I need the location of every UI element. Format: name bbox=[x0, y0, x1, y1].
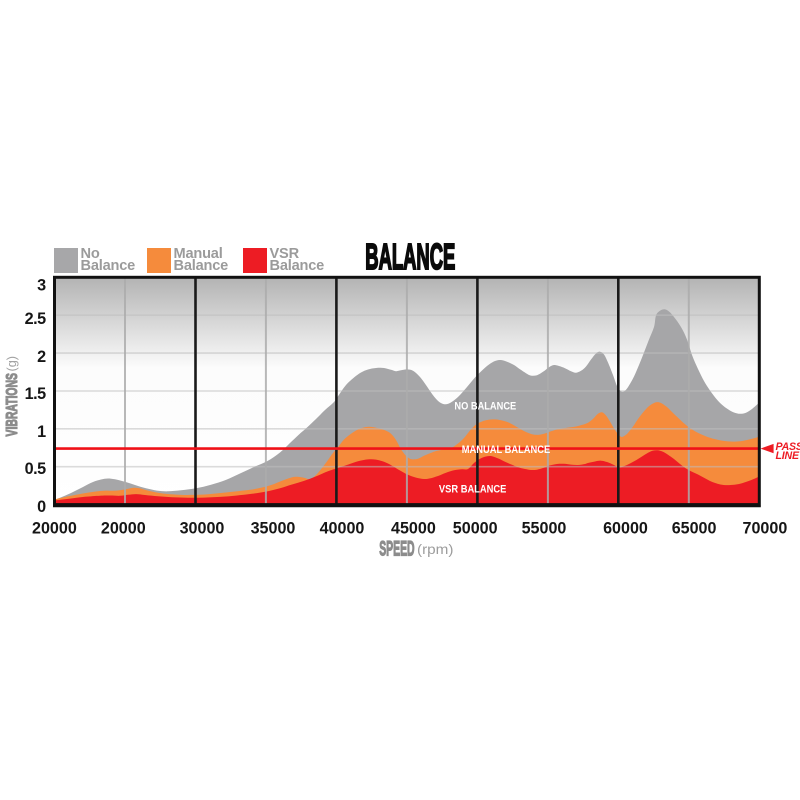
svg-text:NO BALANCE: NO BALANCE bbox=[454, 401, 516, 413]
svg-text:MANUAL BALANCE: MANUAL BALANCE bbox=[462, 444, 551, 456]
svg-text:55000: 55000 bbox=[522, 518, 567, 537]
svg-text:65000: 65000 bbox=[672, 518, 717, 537]
svg-text:20000: 20000 bbox=[32, 518, 77, 537]
svg-text:45000: 45000 bbox=[391, 518, 436, 537]
svg-text:1: 1 bbox=[37, 423, 46, 441]
svg-text:50000: 50000 bbox=[453, 518, 498, 537]
svg-text:1.5: 1.5 bbox=[25, 385, 47, 403]
svg-text:0: 0 bbox=[37, 498, 46, 516]
svg-text:(rpm): (rpm) bbox=[417, 542, 454, 557]
svg-text:60000: 60000 bbox=[603, 518, 648, 537]
svg-text:30000: 30000 bbox=[180, 518, 225, 537]
svg-text:20000: 20000 bbox=[101, 518, 146, 537]
svg-text:2: 2 bbox=[37, 348, 46, 366]
svg-text:35000: 35000 bbox=[251, 518, 296, 537]
svg-text:0.5: 0.5 bbox=[25, 460, 47, 478]
svg-text:SPEED: SPEED bbox=[379, 537, 414, 560]
svg-text:40000: 40000 bbox=[320, 518, 365, 537]
svg-text:2.5: 2.5 bbox=[25, 310, 47, 328]
svg-text:3: 3 bbox=[37, 276, 46, 294]
svg-text:BALANCE: BALANCE bbox=[365, 236, 455, 277]
svg-text:VIBRATIONS: VIBRATIONS bbox=[4, 373, 21, 437]
svg-text:(g): (g) bbox=[4, 356, 19, 372]
svg-text:70000: 70000 bbox=[743, 518, 788, 537]
svg-text:VSR BALANCE: VSR BALANCE bbox=[439, 484, 507, 496]
